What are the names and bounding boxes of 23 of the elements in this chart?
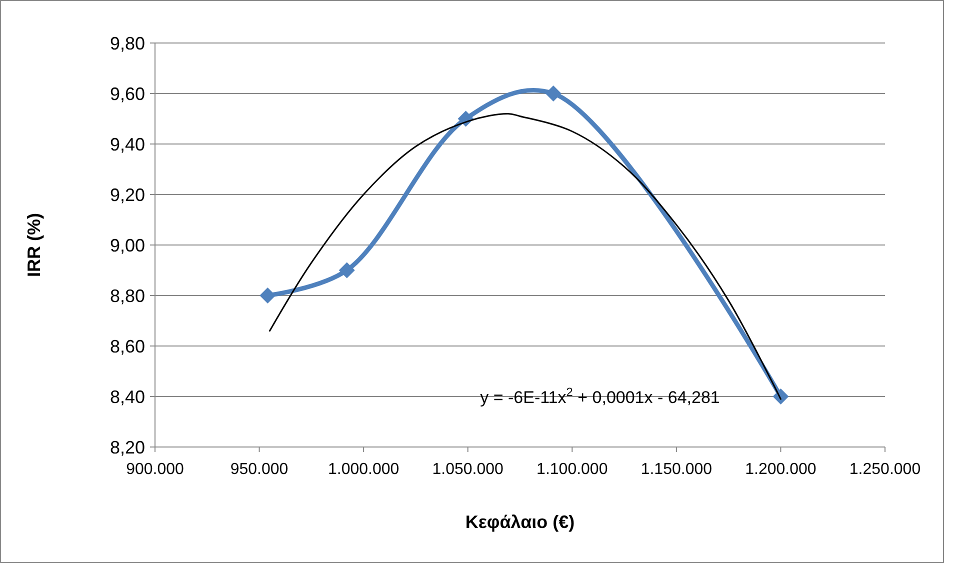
x-tick-label: 950.000 bbox=[230, 461, 288, 478]
x-tick-label: 1.200.000 bbox=[745, 461, 816, 478]
y-tick-label: 9,40 bbox=[110, 134, 145, 154]
y-tick-label: 9,20 bbox=[110, 184, 145, 205]
point bbox=[260, 288, 276, 304]
x-axis-title: Κεφάλαιο (€) bbox=[465, 512, 575, 532]
y-axis-title: IRR (%) bbox=[24, 213, 44, 277]
x-tick-label: 1.050.000 bbox=[432, 461, 504, 478]
point bbox=[545, 86, 562, 102]
annotation: y = -6E-11x$^{2}$ + 0,0001x - 64,281 bbox=[480, 385, 720, 407]
x-tick-label: 900.000 bbox=[126, 461, 184, 478]
x-tick-label: 1.100.000 bbox=[536, 461, 608, 478]
y-tick-label: 8,20 bbox=[110, 437, 145, 458]
y-tick-label: 9,60 bbox=[110, 84, 145, 104]
y-tick-label: 8,80 bbox=[110, 286, 145, 306]
x-tick-label: 1.000.000 bbox=[328, 461, 400, 478]
y-tick-label: 9,80 bbox=[110, 33, 145, 54]
y-tick-label: 8,60 bbox=[110, 336, 145, 356]
y-tick-label: 9,00 bbox=[110, 235, 145, 256]
x-tick-label: 1.150.000 bbox=[640, 461, 712, 478]
point bbox=[338, 262, 355, 278]
y-tick-label: 8,40 bbox=[110, 386, 145, 407]
x-tick-label: 1.250.000 bbox=[849, 461, 921, 478]
